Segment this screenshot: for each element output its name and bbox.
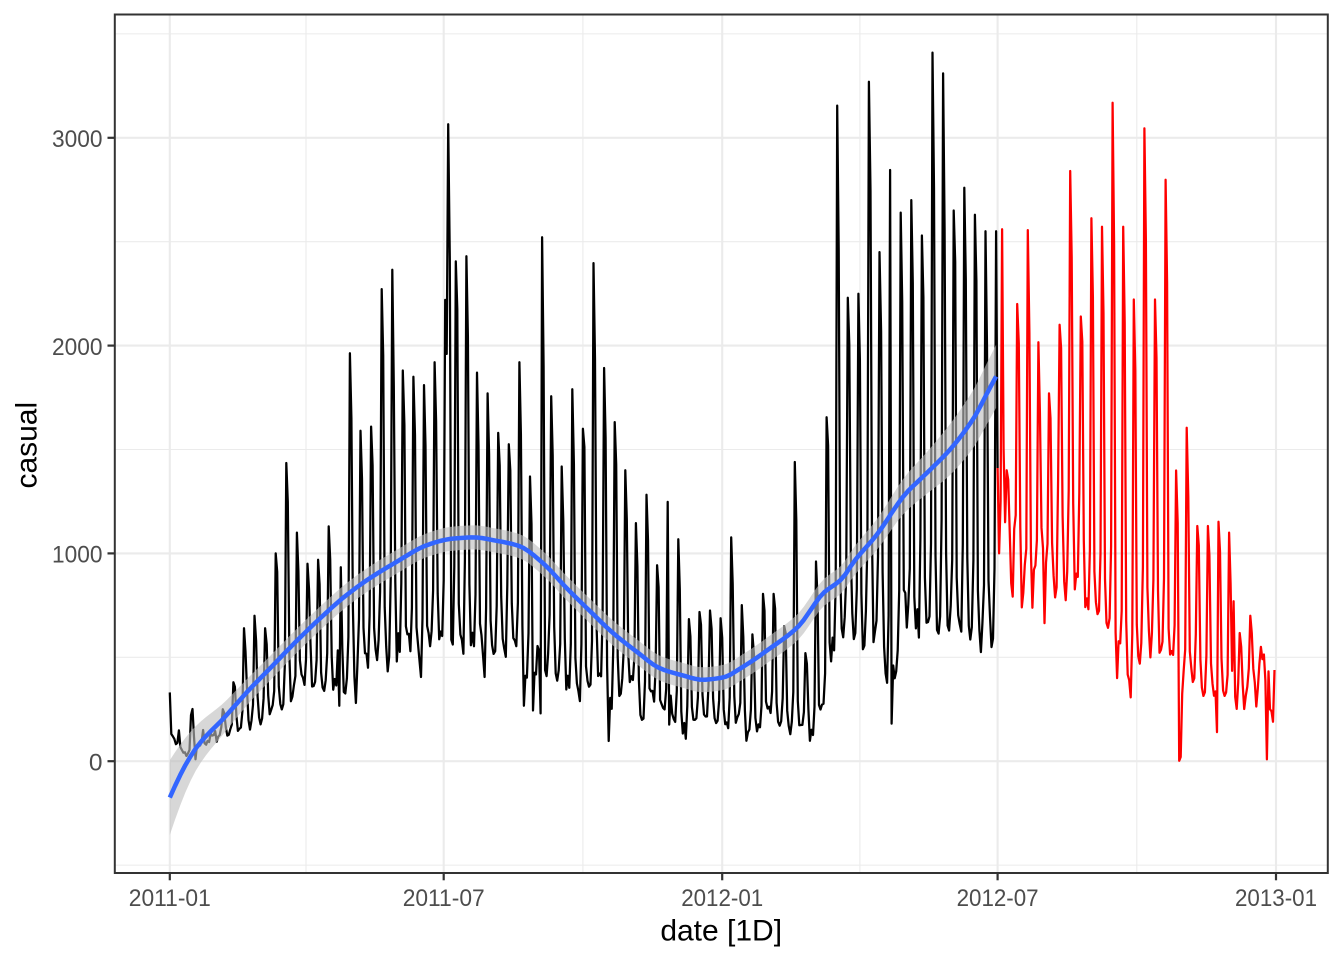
svg-text:2013-01: 2013-01: [1235, 885, 1317, 912]
svg-text:date [1D]: date [1D]: [660, 915, 782, 948]
svg-text:2011-07: 2011-07: [403, 885, 485, 912]
svg-text:3000: 3000: [52, 126, 103, 153]
svg-text:2012-01: 2012-01: [681, 885, 763, 912]
svg-text:0: 0: [89, 749, 103, 776]
svg-text:2012-07: 2012-07: [957, 885, 1039, 912]
svg-text:2011-01: 2011-01: [129, 885, 211, 912]
svg-text:casual: casual: [11, 402, 44, 489]
svg-text:2000: 2000: [52, 334, 103, 361]
svg-text:1000: 1000: [52, 542, 103, 569]
